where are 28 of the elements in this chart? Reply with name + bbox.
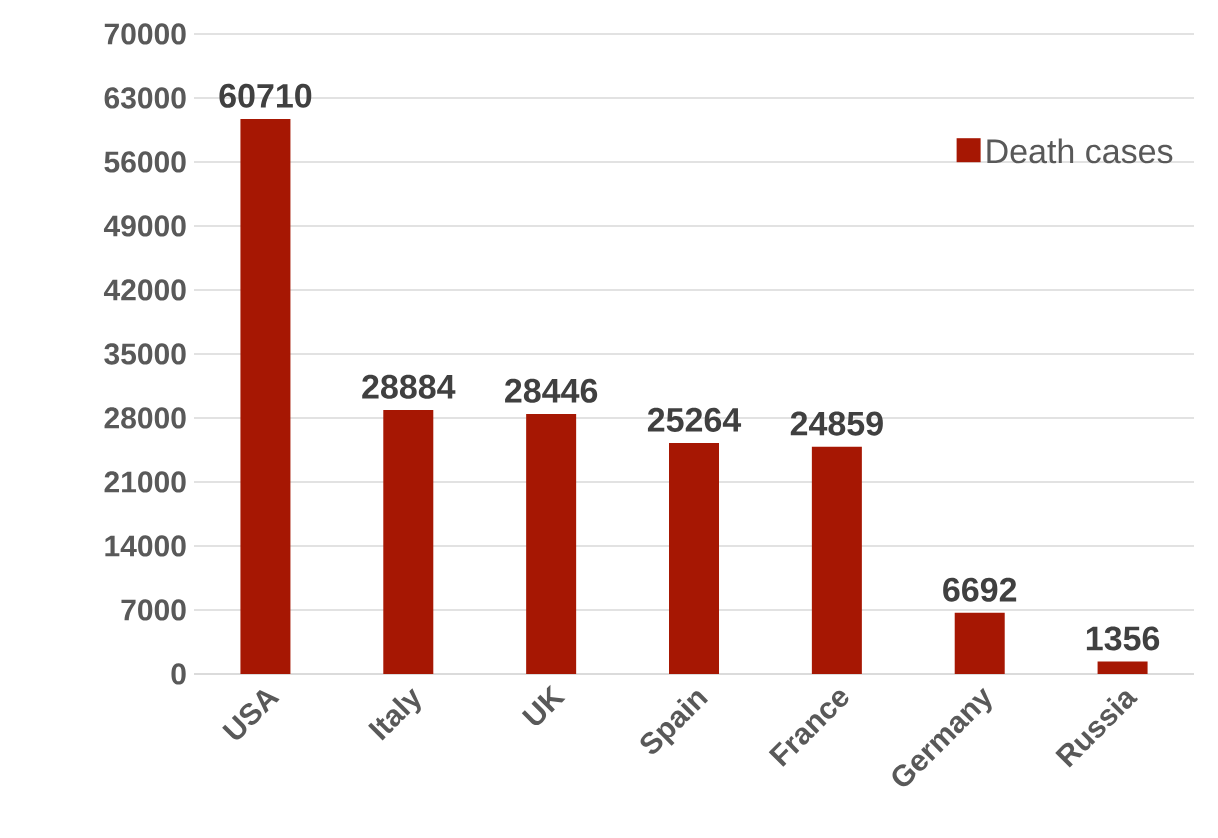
y-tick-label: 56000 <box>104 151 186 173</box>
y-tick-label: 70000 <box>104 23 186 45</box>
data-label: 25264 <box>647 407 742 432</box>
bar <box>954 612 1005 674</box>
y-tick-label: 21000 <box>104 471 186 493</box>
y-tick-label: 0 <box>171 663 186 685</box>
x-tick-label: USA <box>222 690 280 740</box>
y-tick-label: 28000 <box>104 407 186 429</box>
bar <box>240 118 291 674</box>
y-tick-label: 35000 <box>104 343 186 365</box>
x-tick-label: UK <box>521 684 566 726</box>
bar <box>383 409 434 674</box>
data-label: 60710 <box>219 83 312 108</box>
y-tick-label: 49000 <box>103 215 186 237</box>
data-label: 28446 <box>505 378 598 403</box>
y-tick-label: 42000 <box>103 279 186 301</box>
data-label: 24859 <box>790 411 883 436</box>
legend-label: Death cases <box>987 138 1173 164</box>
bar <box>526 413 577 674</box>
data-label: 6692 <box>943 577 1017 602</box>
y-tick-label: 7000 <box>121 599 186 621</box>
bar <box>811 446 862 674</box>
y-tick-label: 63000 <box>104 87 186 109</box>
data-label: 1356 <box>1086 626 1160 651</box>
y-tick-label: 14000 <box>105 535 186 557</box>
bar <box>1097 661 1148 674</box>
bar <box>669 443 720 674</box>
data-label: 28884 <box>362 374 456 399</box>
